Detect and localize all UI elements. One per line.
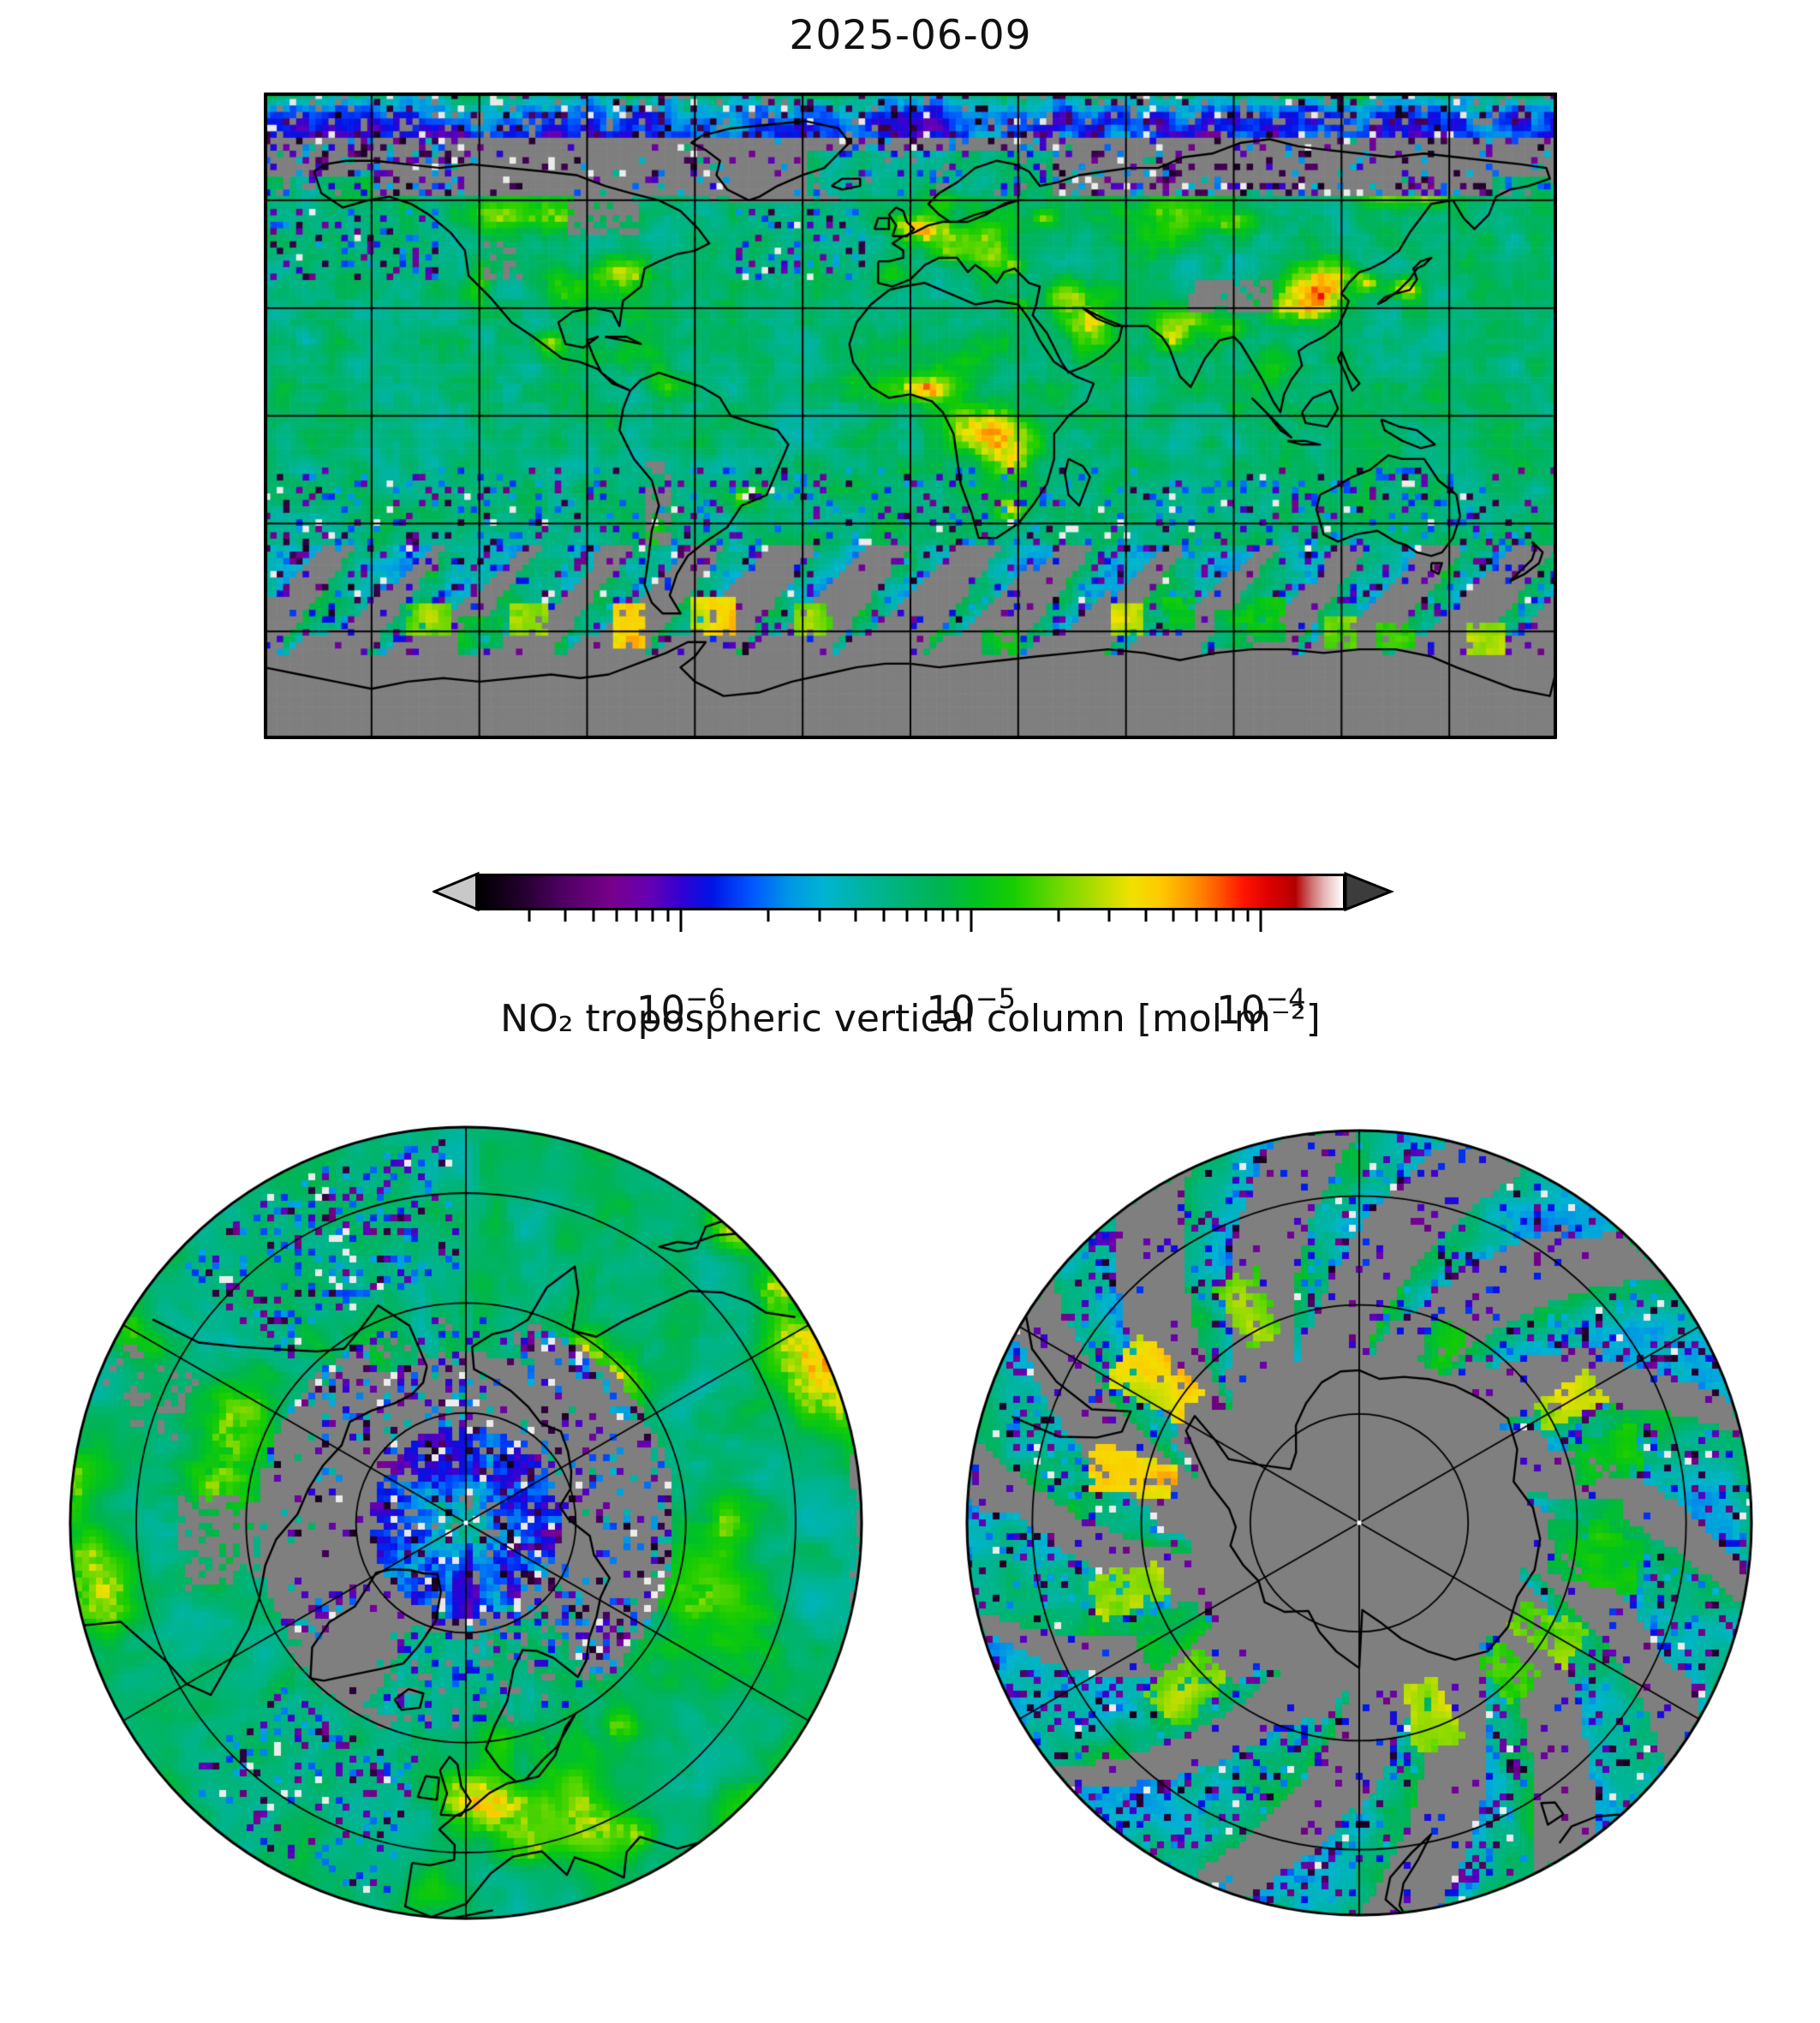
- colorbar-minor-tick: [1144, 910, 1148, 922]
- colorbar-tick-label: 10−4: [1216, 982, 1306, 1033]
- colorbar-minor-tick: [924, 910, 928, 922]
- colorbar-frame: [475, 874, 1346, 910]
- colorbar-gradient: [478, 876, 1343, 908]
- colorbar-minor-tick: [651, 910, 654, 922]
- colorbar-under-arrow: [433, 871, 480, 911]
- colorbar-minor-tick: [564, 910, 567, 922]
- colorbar-minor-tick: [528, 910, 531, 922]
- north-polar-map-canvas: [69, 1125, 863, 1920]
- colorbar-minor-tick: [941, 910, 945, 922]
- colorbar-tick-label: 10−5: [926, 982, 1016, 1033]
- colorbar-minor-tick: [882, 910, 886, 922]
- colorbar-minor-tick: [1232, 910, 1235, 922]
- colorbar: 10−6 10−5 10−4 NO₂ tropospheric vertical c…: [433, 868, 1400, 1091]
- world-map-panel: [264, 92, 1557, 739]
- colorbar-label: NO₂ tropospheric vertical column [mol m⁻…: [500, 997, 1321, 1041]
- colorbar-minor-tick: [1214, 910, 1218, 922]
- colorbar-minor-tick: [635, 910, 638, 922]
- colorbar-minor-tick: [905, 910, 909, 922]
- colorbar-over-arrow: [1344, 871, 1394, 911]
- colorbar-major-tick: [970, 910, 973, 932]
- south-polar-map-panel: [965, 1129, 1753, 1917]
- colorbar-minor-tick: [956, 910, 959, 922]
- figure-title: 2025-06-09: [789, 12, 1032, 59]
- colorbar-minor-tick: [592, 910, 595, 922]
- south-polar-map-canvas: [965, 1129, 1753, 1917]
- colorbar-minor-tick: [854, 910, 857, 922]
- colorbar-minor-tick: [1195, 910, 1198, 922]
- colorbar-minor-tick: [1057, 910, 1060, 922]
- colorbar-tick-label: 10−6: [636, 982, 726, 1033]
- colorbar-minor-tick: [1107, 910, 1111, 922]
- colorbar-minor-tick: [666, 910, 670, 922]
- colorbar-minor-tick: [615, 910, 618, 922]
- colorbar-ticks: 10−6 10−5 10−4: [433, 910, 1400, 1082]
- colorbar-minor-tick: [1172, 910, 1175, 922]
- north-polar-map-panel: [69, 1125, 863, 1920]
- colorbar-minor-tick: [1246, 910, 1250, 922]
- colorbar-major-tick: [1259, 910, 1262, 932]
- world-map-canvas: [264, 92, 1557, 739]
- colorbar-minor-tick: [767, 910, 770, 922]
- colorbar-major-tick: [679, 910, 683, 932]
- colorbar-minor-tick: [818, 910, 821, 922]
